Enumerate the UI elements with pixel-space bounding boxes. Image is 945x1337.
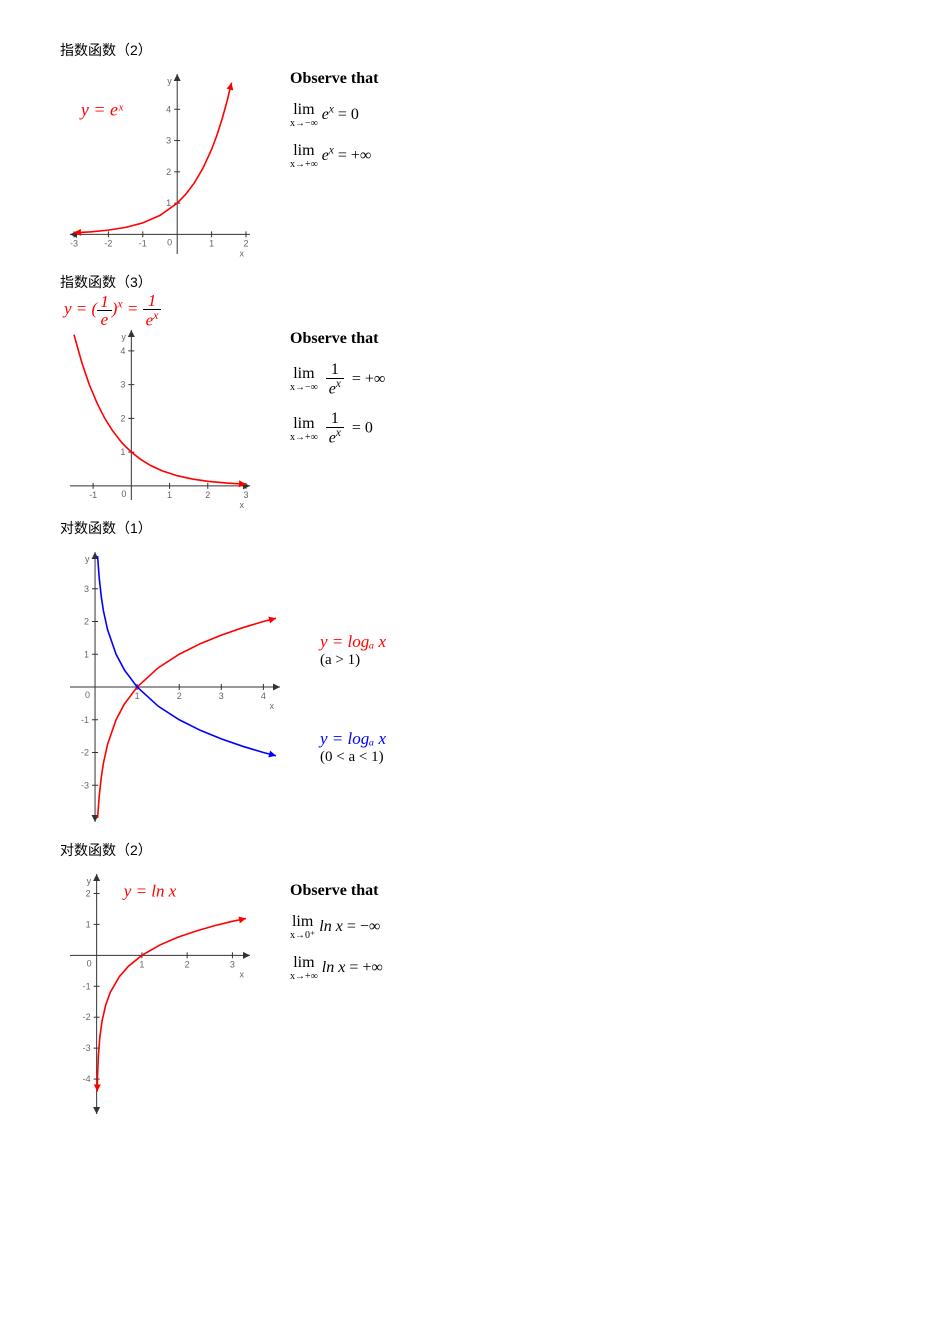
svg-text:1: 1 [135,691,140,701]
svg-text:2: 2 [205,490,210,500]
svg-text:y = eˣ: y = eˣ [79,100,124,120]
section-title: 对数函数（1） [60,518,885,538]
svg-text:0: 0 [121,489,126,499]
svg-text:1: 1 [120,447,125,457]
svg-text:-2: -2 [104,238,112,248]
svg-text:y: y [167,76,172,86]
curve-label-blue: y = logₐ x (0 < a < 1) [320,729,386,766]
observe-heading: Observe that [290,330,385,348]
limit-expr: limx→+∞ 1ex = 0 [290,411,385,446]
svg-text:3: 3 [243,490,248,500]
svg-text:y = ln x: y = ln x [122,882,177,901]
svg-text:4: 4 [166,104,171,114]
section-log-2: 对数函数（2） 1 2 3 -4 -3 -2 -1 1 2 y x 0 y = ln x Observe… [60,840,885,1124]
svg-text:3: 3 [120,380,125,390]
section-title: 指数函数（3） [60,272,885,292]
svg-text:-4: -4 [83,1074,91,1084]
svg-text:-1: -1 [83,981,91,991]
svg-text:1: 1 [86,919,91,929]
svg-text:4: 4 [120,346,125,356]
side-labels: y = logₐ x (a > 1) y = logₐ x (0 < a < 1… [320,542,386,766]
svg-text:-3: -3 [83,1043,91,1053]
section-row: -3 -2 -1 1 2 1 2 3 4 y x 0 y = eˣ Observe that limx→… [60,64,885,264]
svg-text:-3: -3 [81,780,89,790]
svg-text:x: x [270,701,275,711]
curve-label-red: y = logₐ x (a > 1) [320,632,386,669]
svg-text:2: 2 [84,617,89,627]
svg-text:1: 1 [209,238,214,248]
svg-text:2: 2 [166,167,171,177]
svg-text:x: x [240,248,245,258]
svg-text:x: x [240,500,245,510]
observe-block: Observe that limx→−∞ 1ex = +∞ limx→+∞ 1e… [290,296,385,461]
limit-expr: limx→−∞ ex = 0 [290,102,378,129]
svg-text:3: 3 [84,584,89,594]
section-row: 1 2 3 -4 -3 -2 -1 1 2 y x 0 y = ln x Observe that li… [60,864,885,1124]
svg-text:y: y [85,554,90,564]
svg-text:y: y [121,332,126,342]
limit-expr: limx→0⁺ ln x = −∞ [290,914,383,941]
observe-block: Observe that limx→−∞ ex = 0 limx→+∞ ex =… [290,64,378,184]
svg-text:-2: -2 [81,748,89,758]
svg-text:2: 2 [243,238,248,248]
svg-text:-1: -1 [81,715,89,725]
fn-label: y = (1e)x = 1ex [64,292,161,329]
chart-inv-ex: y = (1e)x = 1ex -11231234yx0 [60,296,260,510]
limit-expr: limx→+∞ ln x = +∞ [290,955,383,982]
svg-text:1: 1 [139,959,144,969]
svg-text:2: 2 [177,691,182,701]
section-exp-3: 指数函数（3） y = (1e)x = 1ex -1 1 2 3 1 2 3 4 y x 0 Obs… [60,272,885,510]
svg-text:0: 0 [87,958,92,968]
svg-text:3: 3 [230,959,235,969]
limit-expr: limx→+∞ ex = +∞ [290,143,378,170]
svg-text:0: 0 [167,237,172,247]
svg-text:-2: -2 [83,1012,91,1022]
svg-text:y: y [87,876,92,886]
svg-text:0: 0 [85,690,90,700]
svg-text:-1: -1 [139,238,147,248]
section-row: y = (1e)x = 1ex -11231234yx0 Observe tha… [60,296,885,510]
section-row: 1 2 3 4 -3 -2 -1 1 2 3 y x 0 y = logₐ x (a > 1) y = … [60,542,885,832]
observe-block: Observe that limx→0⁺ ln x = −∞ limx→+∞ l… [290,864,383,996]
svg-text:1: 1 [167,490,172,500]
svg-text:3: 3 [219,691,224,701]
section-exp-2: 指数函数（2） -3 -2 -1 1 2 1 2 3 4 y x 0 y = eˣ Observe th… [60,40,885,264]
section-title: 对数函数（2） [60,840,885,860]
observe-heading: Observe that [290,70,378,88]
svg-text:1: 1 [84,649,89,659]
limit-expr: limx→−∞ 1ex = +∞ [290,362,385,397]
svg-text:-3: -3 [70,238,78,248]
svg-text:4: 4 [261,691,266,701]
svg-text:3: 3 [166,136,171,146]
section-log-1: 对数函数（1） 1 2 3 4 -3 -2 -1 1 2 3 y x 0 y = logₐ x (a >… [60,518,885,832]
svg-text:2: 2 [185,959,190,969]
chart-lnx: 1 2 3 -4 -3 -2 -1 1 2 y x 0 y = ln x [60,864,260,1124]
observe-heading: Observe that [290,882,383,900]
svg-text:x: x [240,969,245,979]
svg-text:2: 2 [86,888,91,898]
svg-text:1: 1 [166,198,171,208]
chart-log-a: 1 2 3 4 -3 -2 -1 1 2 3 y x 0 [60,542,290,832]
chart-exp-ex: -3 -2 -1 1 2 1 2 3 4 y x 0 y = eˣ [60,64,260,264]
section-title: 指数函数（2） [60,40,885,60]
svg-text:2: 2 [120,413,125,423]
svg-text:-1: -1 [89,490,97,500]
